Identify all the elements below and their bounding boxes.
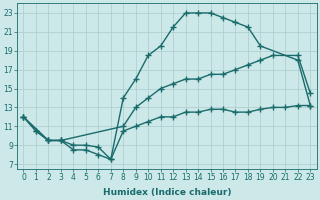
X-axis label: Humidex (Indice chaleur): Humidex (Indice chaleur)	[103, 188, 231, 197]
